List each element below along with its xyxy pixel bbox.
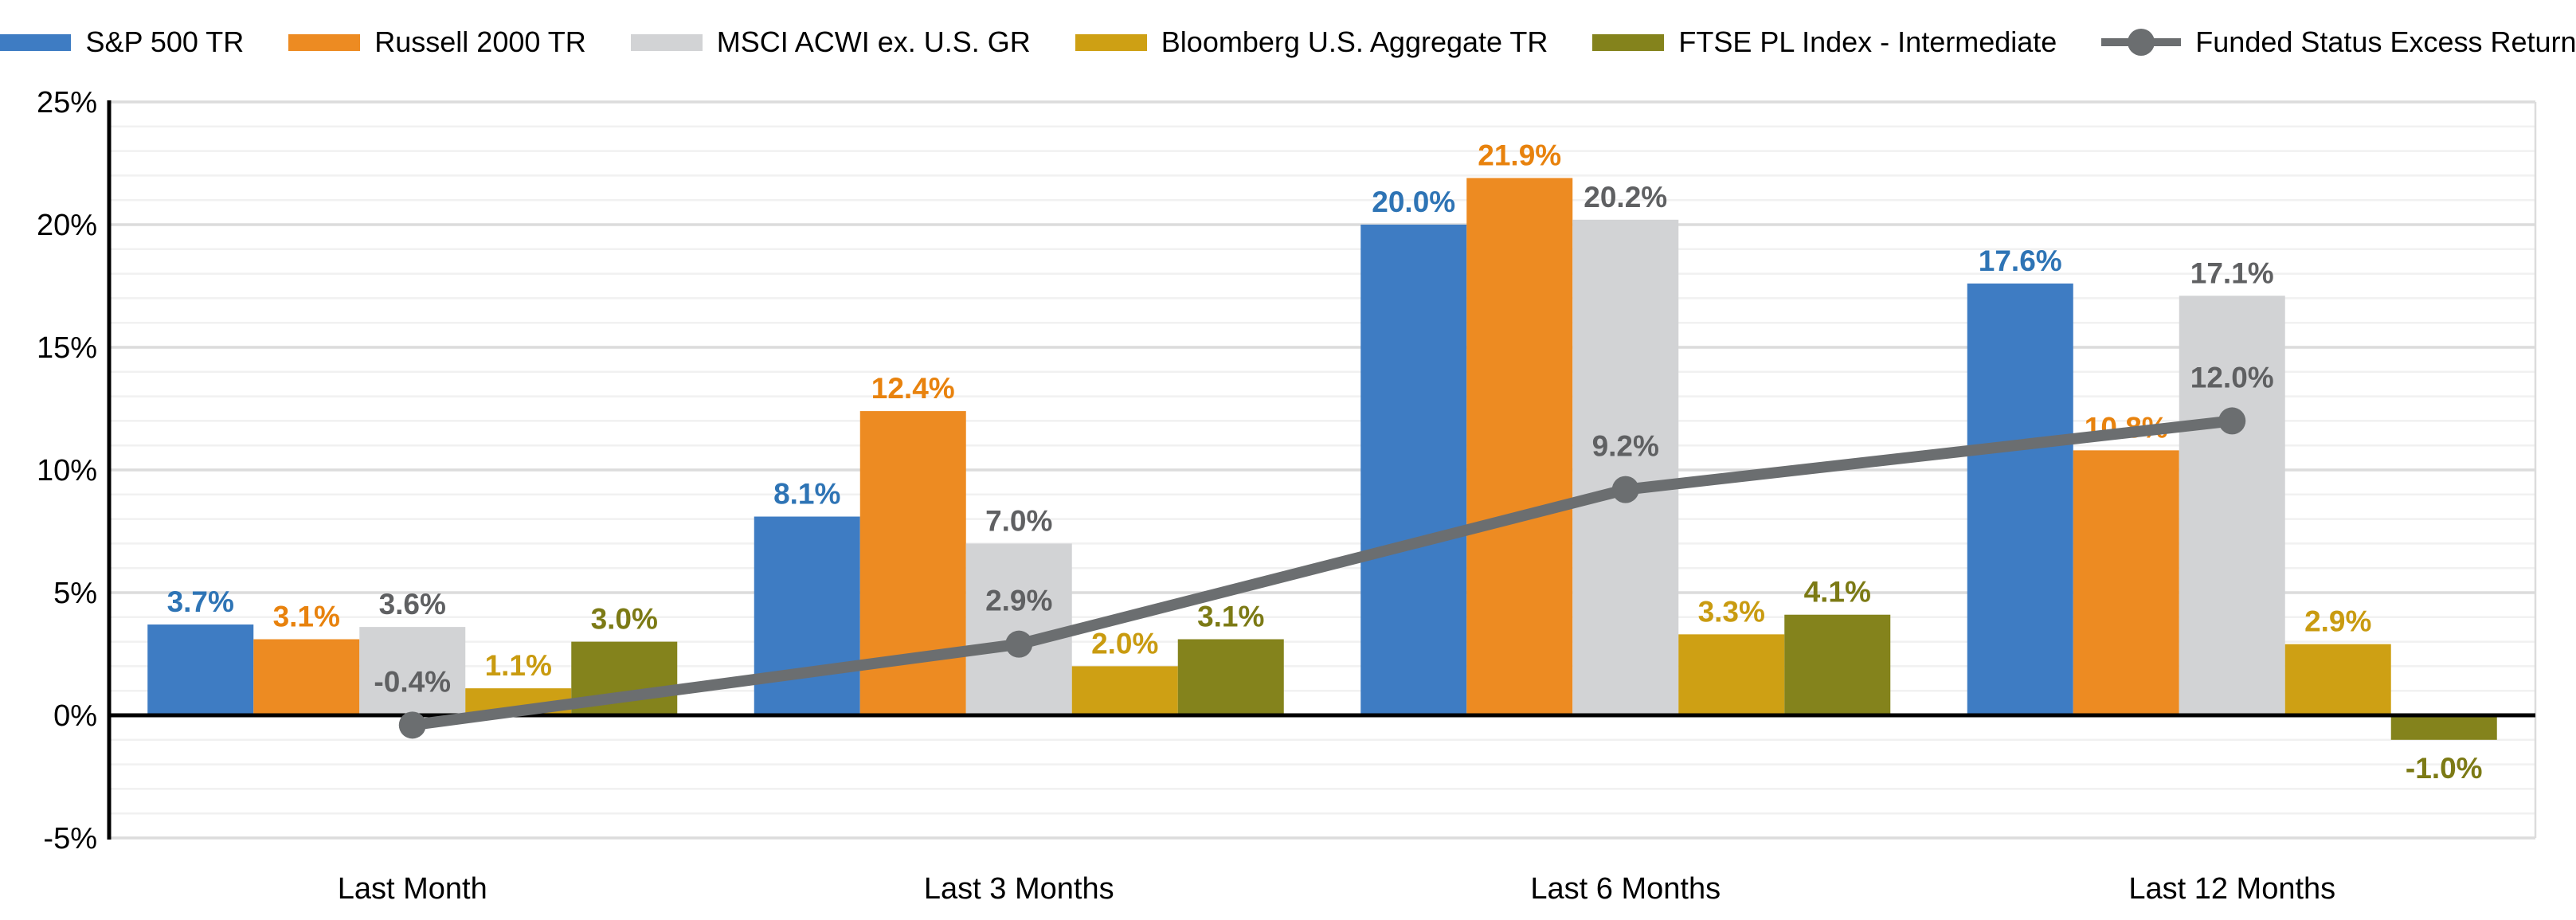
data-label-funded-status-excess-return-last-month: -0.4%: [374, 665, 451, 698]
data-label-ftse-pl-index-intermediate-last-month: 3.0%: [591, 603, 658, 636]
legend-line-dot: [2128, 29, 2155, 56]
data-label-bloomberg-u-s-aggregate-tr-last-6-months: 3.3%: [1698, 595, 1765, 628]
line-marker-funded-status-excess-return-last-3-months: [1005, 630, 1033, 658]
x-axis-category-label-last-6-months: Last 6 Months: [1530, 872, 1721, 906]
data-label-russell-2000-tr-last-6-months: 21.9%: [1478, 139, 1561, 171]
data-label-russell-2000-tr-last-3-months: 12.4%: [871, 372, 955, 405]
bar-ftse-pl-index-intermediate-last-3-months: [1177, 639, 1284, 715]
data-label-msci-acwi-ex-u-s-gr-last-6-months: 20.2%: [1584, 181, 1667, 213]
x-axis-category-label-last-month: Last Month: [338, 872, 487, 906]
legend-item-s-p-500-tr: S&P 500 TR: [0, 24, 244, 61]
line-series-funded-status-excess-return: [411, 415, 2233, 731]
bar-russell-2000-tr-last-3-months: [859, 411, 966, 715]
legend-swatch-s-p-500-tr: [0, 33, 72, 51]
legend-label-funded-status-excess-return: Funded Status Excess Return: [2195, 25, 2576, 58]
legend-label-ftse-pl-index-intermediate: FTSE PL Index - Intermediate: [1678, 25, 2057, 58]
legend-label-s-p-500-tr: S&P 500 TR: [85, 25, 245, 58]
data-label-bloomberg-u-s-aggregate-tr-last-3-months: 2.0%: [1091, 627, 1158, 660]
data-label-s-p-500-tr-last-3-months: 8.1%: [773, 478, 840, 511]
legend-item-ftse-pl-index-intermediate: FTSE PL Index - Intermediate: [1592, 24, 2057, 61]
legend-swatch-bloomberg-u-s-aggregate-tr: [1075, 33, 1147, 51]
bar-s-p-500-tr-last-6-months: [1360, 225, 1467, 715]
data-label-bloomberg-u-s-aggregate-tr-last-month: 1.1%: [485, 649, 552, 682]
y-axis-tick-label: 5%: [53, 577, 97, 610]
bar-russell-2000-tr-last-month: [253, 639, 360, 715]
y-axis-tick-label: 15%: [37, 331, 97, 365]
bar-s-p-500-tr-last-12-months: [1967, 283, 2073, 715]
bar-russell-2000-tr-last-12-months: [2073, 450, 2179, 715]
bar-msci-acwi-ex-u-s-gr-last-6-months: [1572, 219, 1679, 716]
legend-label-bloomberg-u-s-aggregate-tr: Bloomberg U.S. Aggregate TR: [1161, 25, 1548, 58]
data-label-funded-status-excess-return-last-12-months: 12.0%: [2190, 361, 2274, 393]
bar-s-p-500-tr-last-month: [147, 624, 254, 715]
bar-msci-acwi-ex-u-s-gr-last-month: [359, 627, 466, 715]
legend-line-marker-icon: [2101, 29, 2182, 56]
legend-swatch-msci-acwi-ex-u-s-gr: [630, 33, 703, 51]
data-label-russell-2000-tr-last-month: 3.1%: [273, 601, 340, 633]
data-label-ftse-pl-index-intermediate-last-6-months: 4.1%: [1804, 576, 1871, 609]
line-marker-funded-status-excess-return-last-6-months: [1611, 476, 1639, 503]
data-label-bloomberg-u-s-aggregate-tr-last-12-months: 2.9%: [2304, 605, 2371, 638]
y-axis-tick-label: -5%: [43, 822, 97, 855]
bar-bloomberg-u-s-aggregate-tr-last-6-months: [1678, 634, 1785, 715]
legend-item-russell-2000-tr: Russell 2000 TR: [288, 24, 586, 61]
legend-label-msci-acwi-ex-u-s-gr: MSCI ACWI ex. U.S. GR: [716, 25, 1031, 58]
data-label-s-p-500-tr-last-month: 3.7%: [167, 585, 234, 618]
bar-ftse-pl-index-intermediate-last-6-months: [1784, 614, 1891, 715]
x-axis-category-label-last-3-months: Last 3 Months: [924, 872, 1114, 906]
data-label-ftse-pl-index-intermediate-last-3-months: 3.1%: [1197, 601, 1264, 633]
legend-label-russell-2000-tr: Russell 2000 TR: [374, 25, 586, 58]
y-axis-tick-label: 0%: [53, 699, 97, 733]
y-axis-tick-label: 10%: [37, 454, 97, 487]
data-label-funded-status-excess-return-last-3-months: 2.9%: [985, 585, 1052, 617]
data-label-funded-status-excess-return-last-6-months: 9.2%: [1592, 430, 1659, 463]
legend-item-msci-acwi-ex-u-s-gr: MSCI ACWI ex. U.S. GR: [630, 24, 1031, 61]
data-label-s-p-500-tr-last-12-months: 17.6%: [1979, 245, 2062, 277]
line-marker-funded-status-excess-return-last-month: [398, 711, 426, 739]
legend-swatch-ftse-pl-index-intermediate: [1592, 33, 1665, 51]
bar-bloomberg-u-s-aggregate-tr-last-3-months: [1071, 666, 1178, 715]
data-label-s-p-500-tr-last-6-months: 20.0%: [1372, 186, 1455, 218]
line-marker-funded-status-excess-return-last-12-months: [2218, 407, 2246, 435]
legend-item-funded-status-excess-return: Funded Status Excess Return: [2101, 24, 2576, 61]
y-axis-tick-label: 25%: [37, 86, 97, 119]
data-label-msci-acwi-ex-u-s-gr-last-3-months: 7.0%: [985, 504, 1052, 537]
bar-bloomberg-u-s-aggregate-tr-last-12-months: [2284, 644, 2391, 715]
y-axis-tick-label: 20%: [37, 209, 97, 242]
legend-swatch-russell-2000-tr: [288, 33, 361, 51]
bar-msci-acwi-ex-u-s-gr-last-12-months: [2179, 296, 2285, 715]
bar-russell-2000-tr-last-6-months: [1466, 178, 1573, 716]
legend: S&P 500 TR Russell 2000 TR MSCI ACWI ex. U…: [0, 24, 2576, 61]
data-label-msci-acwi-ex-u-s-gr-last-12-months: 17.1%: [2190, 256, 2274, 289]
legend-item-bloomberg-u-s-aggregate-tr: Bloomberg U.S. Aggregate TR: [1075, 24, 1548, 61]
bar-ftse-pl-index-intermediate-last-12-months: [2390, 715, 2497, 740]
bar-s-p-500-tr-last-3-months: [754, 516, 860, 715]
data-label-msci-acwi-ex-u-s-gr-last-month: 3.6%: [379, 588, 446, 621]
data-label-ftse-pl-index-intermediate-last-12-months: -1.0%: [2406, 752, 2483, 785]
x-axis-category-label-last-12-months: Last 12 Months: [2128, 872, 2335, 906]
